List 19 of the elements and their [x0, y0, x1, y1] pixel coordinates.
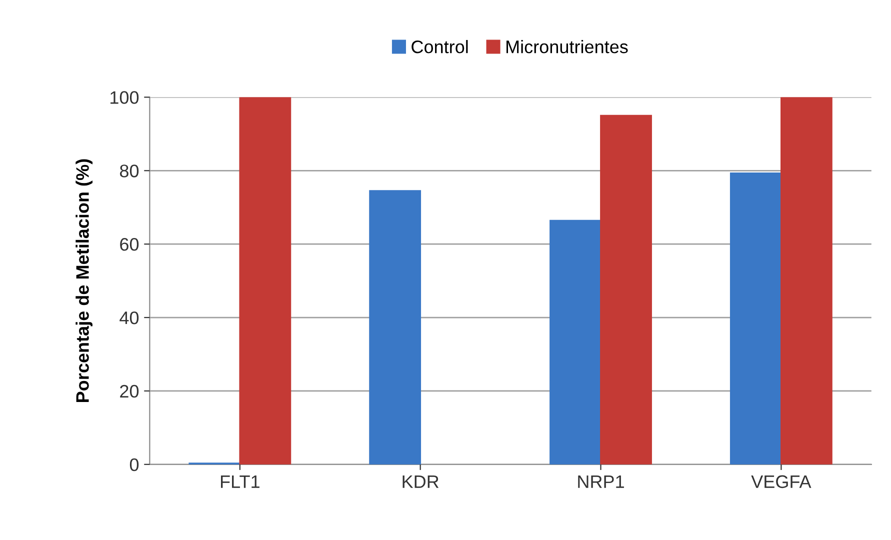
x-tick-label: KDR	[402, 475, 439, 488]
bar	[239, 97, 292, 464]
legend-label: Control	[412, 40, 468, 54]
y-tick-label: 40	[120, 311, 139, 324]
y-tick-label: 100	[110, 91, 139, 104]
y-axis-title: Porcentaje de Metilacion (%)	[76, 159, 92, 402]
x-tick-label: VEGFA	[751, 475, 812, 488]
y-tick-label: 20	[120, 384, 139, 398]
legend-label: Micronutrientes	[506, 40, 628, 54]
y-tick-label: 0	[130, 458, 139, 472]
bar	[600, 114, 652, 464]
bar	[369, 190, 422, 464]
bar	[550, 220, 602, 464]
x-tick-label: NRP1	[578, 475, 624, 488]
y-tick-label: 60	[120, 238, 139, 251]
x-tick-label: FLT1	[220, 475, 260, 488]
y-tick-label: 80	[120, 164, 139, 178]
bar	[730, 172, 782, 464]
bar	[780, 97, 832, 464]
